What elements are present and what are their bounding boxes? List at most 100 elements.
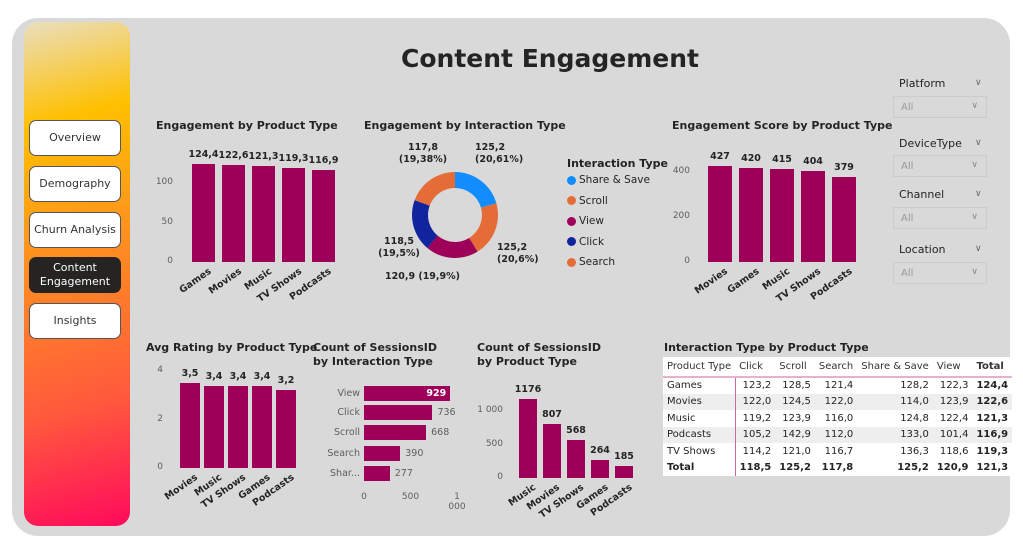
x-tick-label: 500 <box>401 492 420 502</box>
chart-title: Engagement by Interaction Type <box>364 119 566 132</box>
filter-dropdown[interactable]: All ∨ <box>893 207 987 229</box>
bar[interactable] <box>708 165 732 262</box>
bar[interactable] <box>770 168 794 262</box>
column-header[interactable]: View <box>932 357 973 378</box>
bar[interactable] <box>180 383 200 468</box>
bar[interactable] <box>276 390 296 468</box>
data-label: 404 <box>803 156 823 168</box>
data-label: 3,4 <box>253 370 271 382</box>
filter-label: Location <box>899 243 946 256</box>
donut-slice[interactable] <box>469 203 498 252</box>
legend-label: Click <box>579 235 605 248</box>
legend-label: Share & Save <box>579 174 650 186</box>
table-cell: 123,9 <box>932 393 973 410</box>
bar[interactable] <box>567 439 585 478</box>
legend-dot-icon <box>567 216 576 226</box>
column-header[interactable]: Product Type <box>663 357 736 378</box>
bar[interactable] <box>364 425 427 440</box>
y-tick-label: 0 <box>497 472 503 482</box>
legend-item[interactable]: View <box>567 215 604 227</box>
data-label: 125,2 (20,6%) <box>497 242 539 265</box>
data-label: 415 <box>772 153 792 165</box>
donut-slice[interactable] <box>414 172 455 206</box>
chevron-down-icon: ∨ <box>971 212 978 222</box>
column-header[interactable]: Search <box>814 357 858 378</box>
table-cell: Podcasts <box>663 426 736 443</box>
data-label: 124,4 <box>188 148 219 160</box>
y-tick-label: 1 000 <box>477 405 503 415</box>
bar[interactable] <box>739 167 763 262</box>
bar[interactable] <box>364 446 401 461</box>
chevron-down-icon[interactable]: ∨ <box>975 244 982 254</box>
column-header[interactable]: Total <box>972 357 1013 378</box>
table-cell: 133,0 <box>857 426 933 443</box>
table-row: Podcasts 105,2 142,9 112,0 133,0 101,4 116,9 <box>663 426 1013 443</box>
bar[interactable] <box>204 385 224 468</box>
y-tick-label: 2 <box>157 413 163 424</box>
bar[interactable] <box>364 466 390 481</box>
table-cell: 116,7 <box>824 445 854 457</box>
page-title: Content Engagement <box>401 44 699 73</box>
chevron-down-icon[interactable]: ∨ <box>975 189 982 199</box>
bar[interactable] <box>615 465 633 478</box>
bar[interactable] <box>543 423 561 478</box>
bar[interactable] <box>252 166 275 262</box>
table-cell: 121,3 <box>976 412 1009 424</box>
table-cell: 128,5 <box>782 380 811 392</box>
nav-button-churn-analysis[interactable]: Churn Analysis <box>29 212 121 248</box>
donut-slice[interactable] <box>427 235 478 258</box>
bar[interactable] <box>364 386 451 401</box>
table-cell: 124,8 <box>900 412 929 424</box>
bar[interactable] <box>519 399 537 478</box>
filter-dropdown[interactable]: All ∨ <box>893 155 987 177</box>
filter-dropdown[interactable]: All ∨ <box>893 262 987 284</box>
bar[interactable] <box>228 385 248 468</box>
legend-item[interactable]: Click <box>567 236 604 248</box>
nav-button-insights[interactable]: Insights <box>29 303 121 339</box>
bar[interactable] <box>832 176 856 262</box>
data-label: 427 <box>710 150 730 162</box>
table-row: Music 119,2 123,9 116,0 124,8 122,4 121,3 <box>663 410 1012 427</box>
filter-value: All <box>901 268 914 279</box>
data-label: 3,4 <box>205 370 223 382</box>
bar[interactable] <box>364 405 433 420</box>
nav-button-demography[interactable]: Demography <box>29 166 121 202</box>
table-cell: 120,9 <box>936 462 969 474</box>
bar[interactable] <box>312 169 335 262</box>
legend-item[interactable]: Search <box>567 256 615 268</box>
filter-value: All <box>901 213 914 224</box>
table-cell: 101,4 <box>932 426 973 443</box>
column-header[interactable]: Click <box>735 357 776 378</box>
bar[interactable] <box>282 167 305 262</box>
donut-slice[interactable] <box>455 172 497 208</box>
table-cell: TV Shows <box>663 443 736 460</box>
table-cell: 116,9 <box>972 426 1013 443</box>
nav-button-content-engagement[interactable]: Content Engagement <box>29 257 121 293</box>
data-label: 120,9 (19,9%) <box>385 271 460 282</box>
legend-item[interactable]: Scroll <box>567 195 608 207</box>
bar[interactable] <box>801 171 825 262</box>
filter-value: All <box>901 102 914 113</box>
chevron-down-icon[interactable]: ∨ <box>975 78 982 88</box>
bar[interactable] <box>222 165 245 262</box>
bar[interactable] <box>591 460 609 478</box>
table-cell: 114,2 <box>742 445 772 457</box>
legend-dot-icon <box>567 175 576 185</box>
filter-dropdown[interactable]: All ∨ <box>893 96 987 118</box>
column-header[interactable]: Scroll <box>775 357 815 378</box>
donut-slice[interactable] <box>412 200 438 248</box>
legend-item[interactable]: Share & Save <box>567 174 650 186</box>
column-header[interactable]: Share & Save <box>857 357 933 378</box>
bar[interactable] <box>252 385 272 468</box>
table-cell: 125,2 <box>779 462 811 474</box>
data-label: 3,5 <box>181 368 199 380</box>
donut-chart[interactable] <box>400 165 510 275</box>
table-cell: 118,6 <box>939 445 969 457</box>
chevron-down-icon[interactable]: ∨ <box>975 138 982 148</box>
legend-title: Interaction Type <box>567 157 668 170</box>
data-label: 807 <box>542 408 562 420</box>
bar[interactable] <box>192 163 215 262</box>
y-tick-label: 0 <box>157 462 163 472</box>
nav-button-overview[interactable]: Overview <box>29 120 121 156</box>
data-label: 379 <box>834 161 854 173</box>
